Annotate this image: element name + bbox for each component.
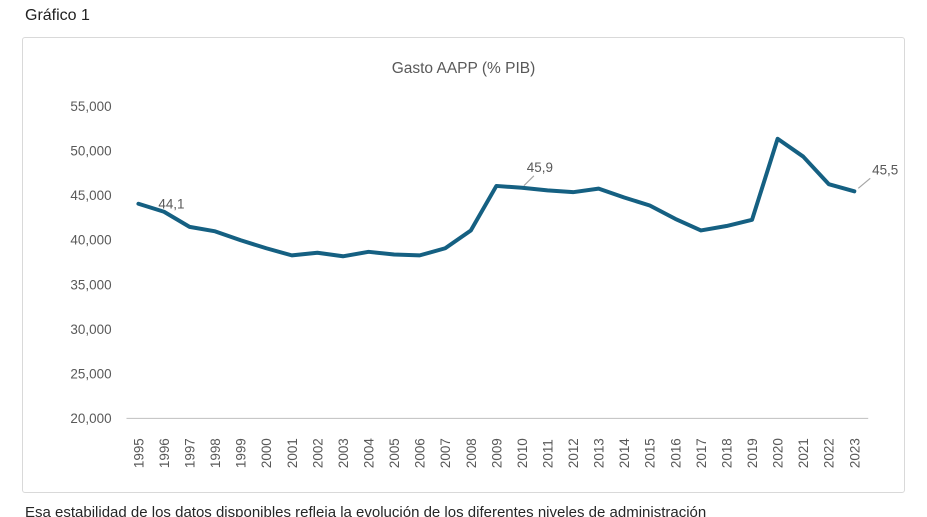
- page-title: Gráfico 1: [25, 7, 90, 24]
- y-axis-tick-label: 45,000: [70, 188, 111, 203]
- x-axis-tick-label: 2017: [694, 438, 709, 468]
- x-axis-tick-label: 2014: [617, 438, 632, 468]
- data-point-label: 45,5: [872, 162, 898, 177]
- x-axis-tick-label: 1997: [183, 438, 198, 468]
- x-axis-tick-label: 2006: [413, 438, 428, 468]
- x-axis-tick-label: 2000: [259, 438, 274, 468]
- y-axis-tick-label: 20,000: [70, 411, 111, 426]
- x-axis-tick-label: 2002: [310, 438, 325, 468]
- x-axis-tick-label: 2019: [745, 438, 760, 468]
- x-axis-tick-label: 2005: [387, 438, 402, 468]
- data-point-label: 44,1: [158, 197, 184, 212]
- x-axis-tick-label: 2022: [822, 438, 837, 468]
- x-axis-tick-label: 2004: [362, 438, 377, 468]
- x-axis-tick-label: 1999: [234, 438, 249, 468]
- chart-card: Gasto AAPP (% PIB) 20,000 25,000 30,000 35,…: [22, 37, 905, 493]
- x-axis-tick-label: 2021: [796, 438, 811, 468]
- y-axis-tick-label: 30,000: [70, 322, 111, 337]
- line-chart: 20,000 25,000 30,000 35,000 40,000 45,000 50,0…: [70, 99, 898, 468]
- data-label-leader-line: [857, 177, 871, 189]
- x-axis-tick-label: 2007: [438, 438, 453, 468]
- x-axis-tick-label: 2010: [515, 438, 530, 468]
- data-series-line: [136, 136, 857, 259]
- x-axis-tick-label: 2003: [336, 438, 351, 468]
- caption-text-clipped: Esa estabilidad de los datos disponibles…: [25, 504, 707, 517]
- data-label-leader-line: [523, 175, 535, 187]
- x-axis-tick-label: 1995: [131, 438, 146, 468]
- x-axis-tick-label: 2023: [847, 438, 862, 468]
- x-axis-tick-label: 2015: [643, 438, 658, 468]
- y-axis-tick-label: 50,000: [70, 144, 111, 159]
- x-axis-tick-label: 2018: [719, 438, 734, 468]
- x-axis-tick-label: 2013: [592, 438, 607, 468]
- y-axis-tick-label: 25,000: [70, 366, 111, 381]
- x-axis-tick-label: 2009: [489, 438, 504, 468]
- x-axis-tick-label: 2008: [464, 438, 479, 468]
- chart-title: Gasto AAPP (% PIB): [391, 60, 536, 77]
- y-axis-tick-label: 55,000: [70, 99, 111, 114]
- y-axis-tick-label: 35,000: [70, 277, 111, 292]
- x-axis-tick-label: 2001: [285, 438, 300, 468]
- x-axis-tick-label: 2020: [771, 438, 786, 468]
- x-axis-tick-label: 2016: [668, 438, 683, 468]
- x-axis-tick-label: 1996: [157, 438, 172, 468]
- x-axis-tick-label: 1998: [208, 438, 223, 468]
- x-axis-tick-label: 2011: [540, 439, 555, 468]
- y-axis-tick-label: 40,000: [70, 233, 111, 248]
- data-point-label: 45,9: [527, 160, 553, 175]
- x-axis-tick-label: 2012: [566, 438, 581, 468]
